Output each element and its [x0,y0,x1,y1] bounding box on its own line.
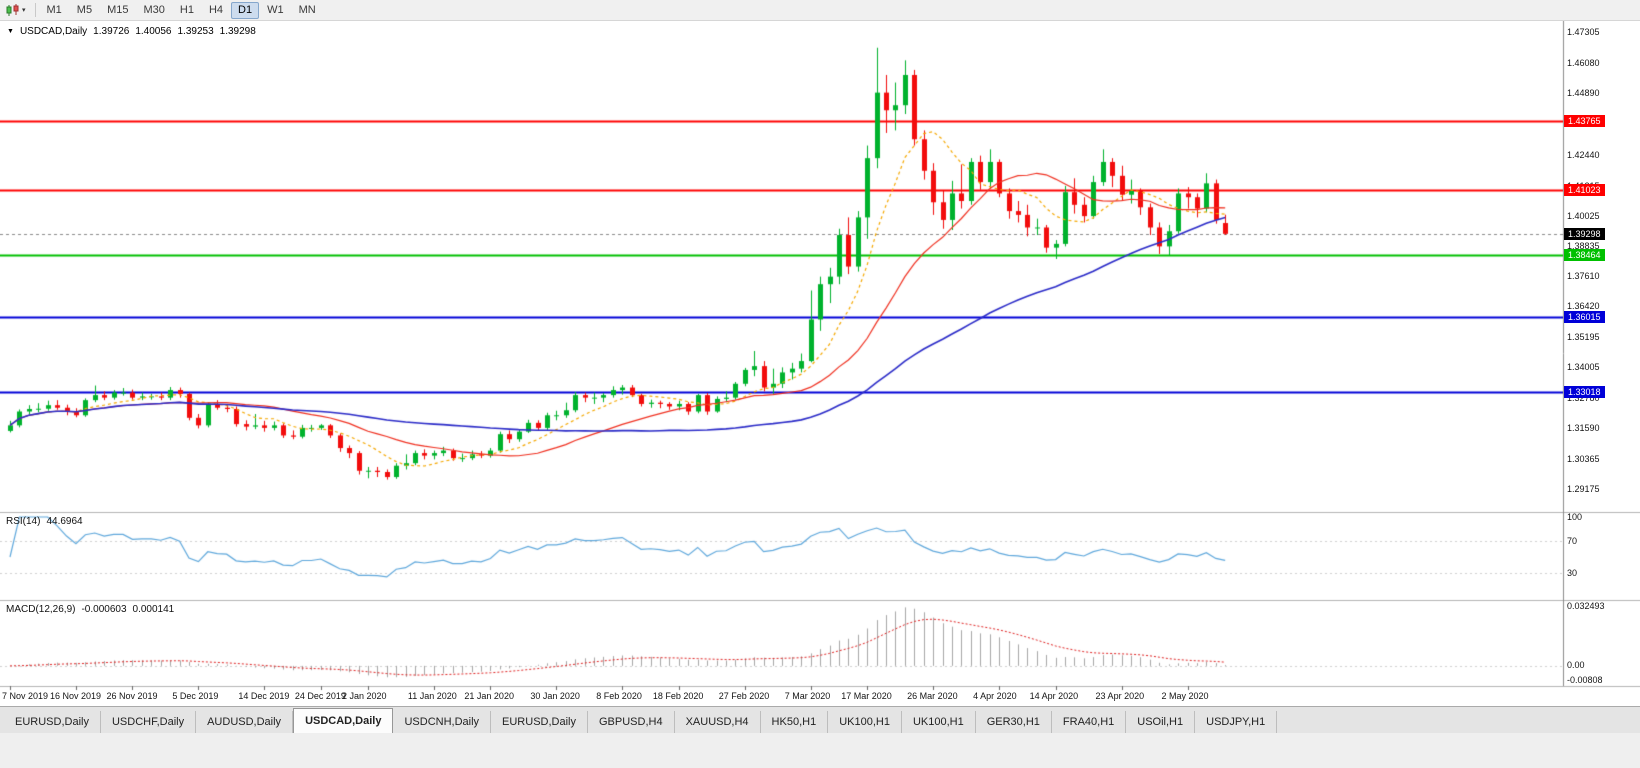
toolbar-separator [34,3,36,17]
chart-tab-14-usdjpy-h1[interactable]: USDJPY,H1 [1195,711,1278,733]
chart-type-button[interactable]: ▾ [3,3,29,18]
timeframe-button-m5[interactable]: M5 [76,3,93,16]
chart-tab-6-gbpusd-h4[interactable]: GBPUSD,H4 [588,711,675,733]
timeframe-button-d1[interactable]: D1 [231,1,260,19]
chart-tab-1-usdchf-daily[interactable]: USDCHF,Daily [100,711,197,733]
chart-tab-13-usoil-h1[interactable]: USOil,H1 [1126,711,1196,733]
chart-tab-8-hk50-h1[interactable]: HK50,H1 [760,711,829,733]
chart-tab-12-fra40-h1[interactable]: FRA40,H1 [1051,711,1127,733]
chart-tab-7-xauusd-h4[interactable]: XAUUSD,H4 [674,711,761,733]
chart-tab-9-uk100-h1[interactable]: UK100,H1 [828,711,902,733]
timeframe-button-m15[interactable]: M15 [107,3,129,16]
timeframe-button-h1[interactable]: H1 [179,3,194,16]
chart-tab-5-eurusd-daily[interactable]: EURUSD,Daily [491,711,588,733]
timeframe-button-m1[interactable]: M1 [46,3,62,16]
timeframe-toolbar: ▾ M1 M5 M15 M30 H1 H4 D1 W1 MN [0,0,1640,21]
chart-window[interactable]: ▼ USDCAD,Daily 1.39726 1.40056 1.39253 1… [0,21,1640,706]
timeframe-button-w1[interactable]: W1 [267,3,284,16]
chart-tab-3-usdcad-daily[interactable]: USDCAD,Daily [293,708,394,733]
timeframe-button-mn[interactable]: MN [298,3,316,16]
chart-tab-4-usdcnh-daily[interactable]: USDCNH,Daily [393,711,492,733]
chart-tab-10-uk100-h1[interactable]: UK100,H1 [901,711,976,733]
chart-tabs: EURUSD,Daily USDCHF,Daily AUDUSD,Daily USDC… [0,706,1640,733]
timeframe-button-h4[interactable]: H4 [208,3,224,16]
chart-tab-0-eurusd-daily[interactable]: EURUSD,Daily [4,711,101,733]
chart-canvas[interactable] [0,21,1640,706]
chart-tab-11-ger30-h1[interactable]: GER30,H1 [975,711,1052,733]
timeframe-button-m30[interactable]: M30 [143,3,165,16]
candlestick-chart-icon [6,3,19,16]
timeframe-buttons: M1 M5 M15 M30 H1 H4 D1 W1 MN [40,1,323,19]
chart-tab-2-audusd-daily[interactable]: AUDUSD,Daily [196,711,294,733]
bottom-spacer [0,733,1640,768]
chevron-down-icon: ▾ [22,7,26,14]
